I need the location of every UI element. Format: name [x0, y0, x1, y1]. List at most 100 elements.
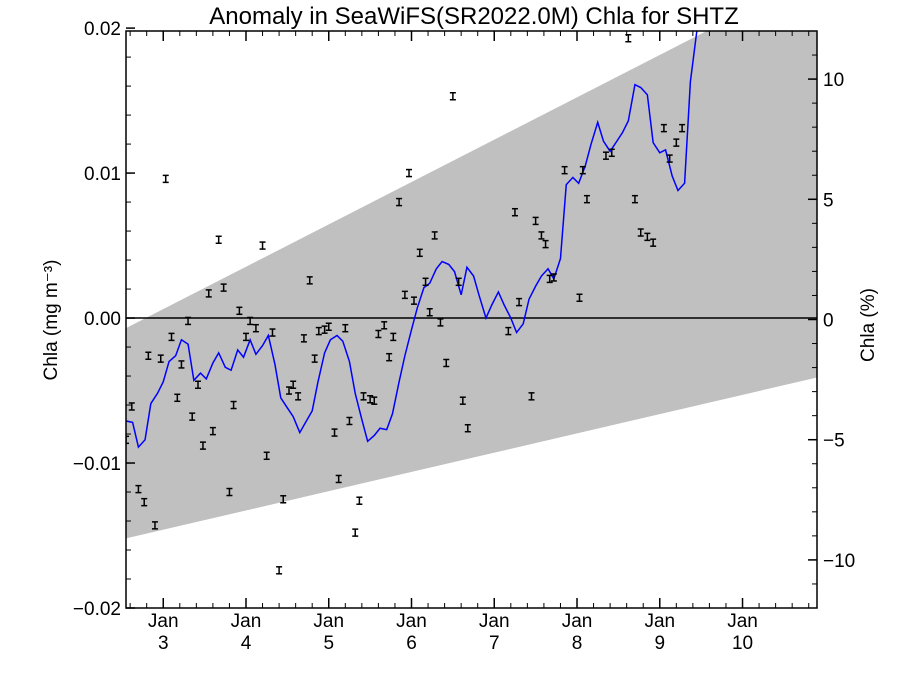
data-point [538, 231, 545, 240]
y-right-tick-label: 10 [823, 70, 844, 91]
data-point [331, 428, 338, 437]
data-point [532, 216, 539, 226]
data-point [546, 274, 553, 284]
data-point [406, 168, 413, 178]
x-tick-label-month: Jan [148, 611, 179, 632]
x-tick-label-day: 10 [732, 633, 753, 654]
data-point [561, 165, 568, 175]
data-point [381, 321, 388, 330]
data-points [126, 33, 686, 575]
data-point [236, 306, 243, 316]
data-point [416, 248, 423, 258]
plot-area [126, 31, 817, 575]
y-left-tick-label: 0.01 [84, 164, 121, 185]
y-axis-right-label: Chla (%) [858, 288, 879, 362]
data-point [511, 207, 518, 217]
y-axis-left-label: Chla (mg m⁻³) [41, 260, 62, 381]
data-point [431, 231, 438, 240]
data-point [263, 451, 270, 461]
x-tick-label-day: 5 [323, 633, 334, 654]
data-point [673, 138, 680, 147]
data-point [650, 238, 657, 247]
data-point [352, 528, 359, 537]
data-point [199, 441, 206, 450]
data-point [356, 496, 363, 505]
data-point [342, 323, 349, 333]
y-axis-left: 0.02 0.01 0.00 −0.01 −0.02 [73, 19, 135, 620]
data-point [295, 392, 302, 401]
data-point [141, 497, 148, 507]
data-point [185, 316, 192, 326]
data-point [126, 435, 129, 445]
chart-title: Anomaly in SeaWiFS(SR2022.0M) Chla for S… [209, 3, 739, 30]
data-point [375, 329, 382, 339]
x-tick-label-month: Jan [644, 611, 675, 632]
data-point [505, 326, 512, 336]
data-point [157, 354, 164, 363]
data-point [215, 235, 222, 245]
data-point [608, 148, 615, 158]
data-point [426, 308, 433, 317]
data-point [168, 332, 175, 342]
data-point [321, 325, 328, 334]
data-point [226, 487, 233, 497]
data-point [128, 402, 135, 411]
data-point [242, 332, 249, 342]
data-point [631, 194, 638, 204]
data-point [360, 392, 367, 401]
data-point [390, 332, 397, 342]
data-point [422, 277, 429, 287]
data-point [367, 394, 374, 404]
x-tick-label-month: Jan [313, 611, 344, 632]
x-tick-label-day: 7 [489, 633, 500, 654]
data-point [286, 386, 293, 395]
data-point [443, 358, 450, 368]
data-point [459, 396, 466, 405]
y-right-tick-label: −5 [823, 431, 845, 452]
data-point [449, 91, 456, 101]
x-tick-label-day: 4 [241, 633, 252, 654]
data-point [252, 323, 259, 333]
data-point [550, 273, 557, 282]
data-point [346, 416, 353, 426]
data-point [410, 296, 417, 305]
data-point [679, 123, 686, 133]
data-point [259, 241, 266, 250]
data-point [602, 151, 609, 160]
data-point [151, 521, 158, 530]
data-point [325, 322, 332, 331]
data-point [455, 277, 462, 287]
data-point [583, 194, 590, 204]
data-point [280, 495, 287, 504]
data-point [189, 412, 196, 421]
y-left-tick-label: −0.02 [73, 599, 121, 620]
y-axis-right: 10 5 0 −5 −10 [808, 30, 855, 609]
data-point [335, 474, 342, 484]
data-point [290, 380, 297, 389]
data-point [660, 123, 667, 133]
x-tick-label-month: Jan [562, 611, 593, 632]
data-point [666, 154, 673, 163]
y-right-tick-label: 5 [823, 190, 834, 211]
chla-anomaly-line [126, 31, 698, 449]
x-tick-label-month: Jan [231, 611, 262, 632]
x-tick-label-month: Jan [396, 611, 427, 632]
data-point [311, 354, 318, 363]
data-point [162, 174, 169, 184]
data-point [247, 316, 254, 326]
y-left-tick-label: −0.01 [73, 454, 121, 475]
data-point [542, 239, 549, 249]
data-point [209, 426, 216, 436]
x-tick-label-day: 9 [654, 633, 665, 654]
x-tick-label-month: Jan [479, 611, 510, 632]
data-point [464, 423, 471, 433]
data-point [386, 352, 393, 362]
data-point [135, 484, 142, 494]
x-tick-label-day: 6 [406, 633, 417, 654]
x-tick-label-day: 8 [572, 633, 583, 654]
data-point [401, 290, 408, 300]
data-point [516, 297, 523, 307]
data-point [306, 276, 313, 285]
